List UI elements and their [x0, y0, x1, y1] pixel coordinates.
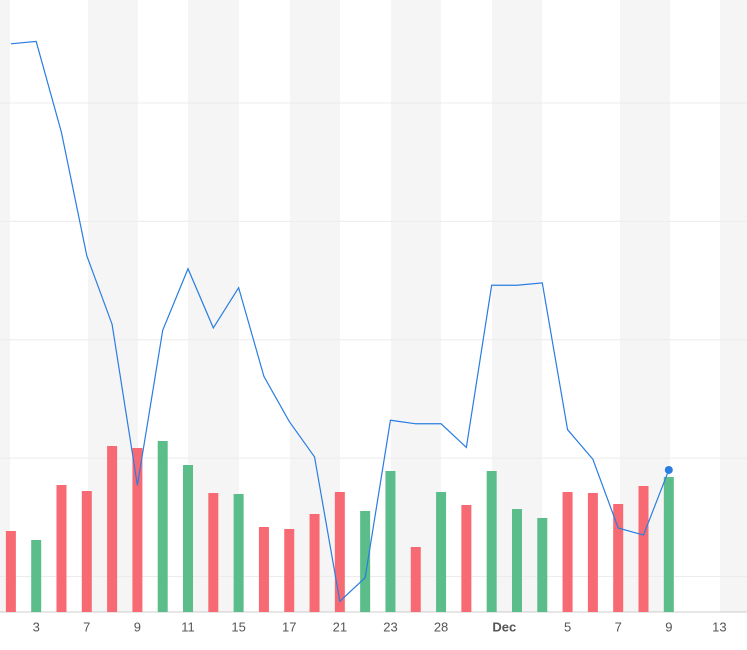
x-tick-label: 11 [181, 619, 195, 634]
volume-bar [258, 527, 269, 612]
volume-bar [284, 529, 295, 612]
volume-bar [410, 547, 421, 612]
volume-bar [81, 491, 92, 612]
volume-bar [663, 477, 674, 612]
band [290, 0, 340, 612]
volume-bar [183, 465, 194, 612]
volume-bar [511, 509, 522, 612]
volume-bar [208, 493, 219, 612]
last-point [664, 465, 673, 474]
x-tick-label: 21 [333, 619, 347, 634]
volume-bar [613, 504, 624, 612]
volume-bar [385, 471, 396, 612]
volume-bar [461, 505, 472, 612]
volume-bar [360, 511, 371, 612]
x-tick-label: 9 [134, 619, 141, 634]
volume-bar [309, 514, 320, 612]
x-tick-label: Dec [492, 619, 516, 634]
x-tick-label: 7 [615, 619, 622, 634]
x-tick-label: 23 [383, 619, 397, 634]
volume-bar [562, 492, 573, 612]
volume-bar [537, 518, 548, 612]
x-tick-label: 15 [231, 619, 245, 634]
x-tick-label: 3 [33, 619, 40, 634]
volume-bar [132, 448, 143, 612]
volume-bar [638, 486, 649, 612]
price-line [10, 40, 670, 603]
x-tick-label: 17 [282, 619, 296, 634]
band [391, 0, 441, 612]
x-tick-label: 13 [712, 619, 726, 634]
band [0, 0, 10, 612]
volume-bar [436, 492, 447, 612]
x-tick-label: 28 [434, 619, 448, 634]
volume-bar [5, 531, 16, 612]
x-tick-label: 5 [564, 619, 571, 634]
x-tick-label: 9 [665, 619, 672, 634]
volume-bar [587, 493, 598, 612]
band [720, 0, 747, 612]
volume-bar [157, 441, 168, 612]
volume-bar [107, 446, 118, 612]
volume-bar [233, 494, 244, 612]
volume-bar [334, 492, 345, 612]
volume-bar [56, 485, 67, 612]
volume-bar [486, 471, 497, 612]
volume-bar [31, 540, 42, 612]
x-tick-label: 7 [83, 619, 90, 634]
